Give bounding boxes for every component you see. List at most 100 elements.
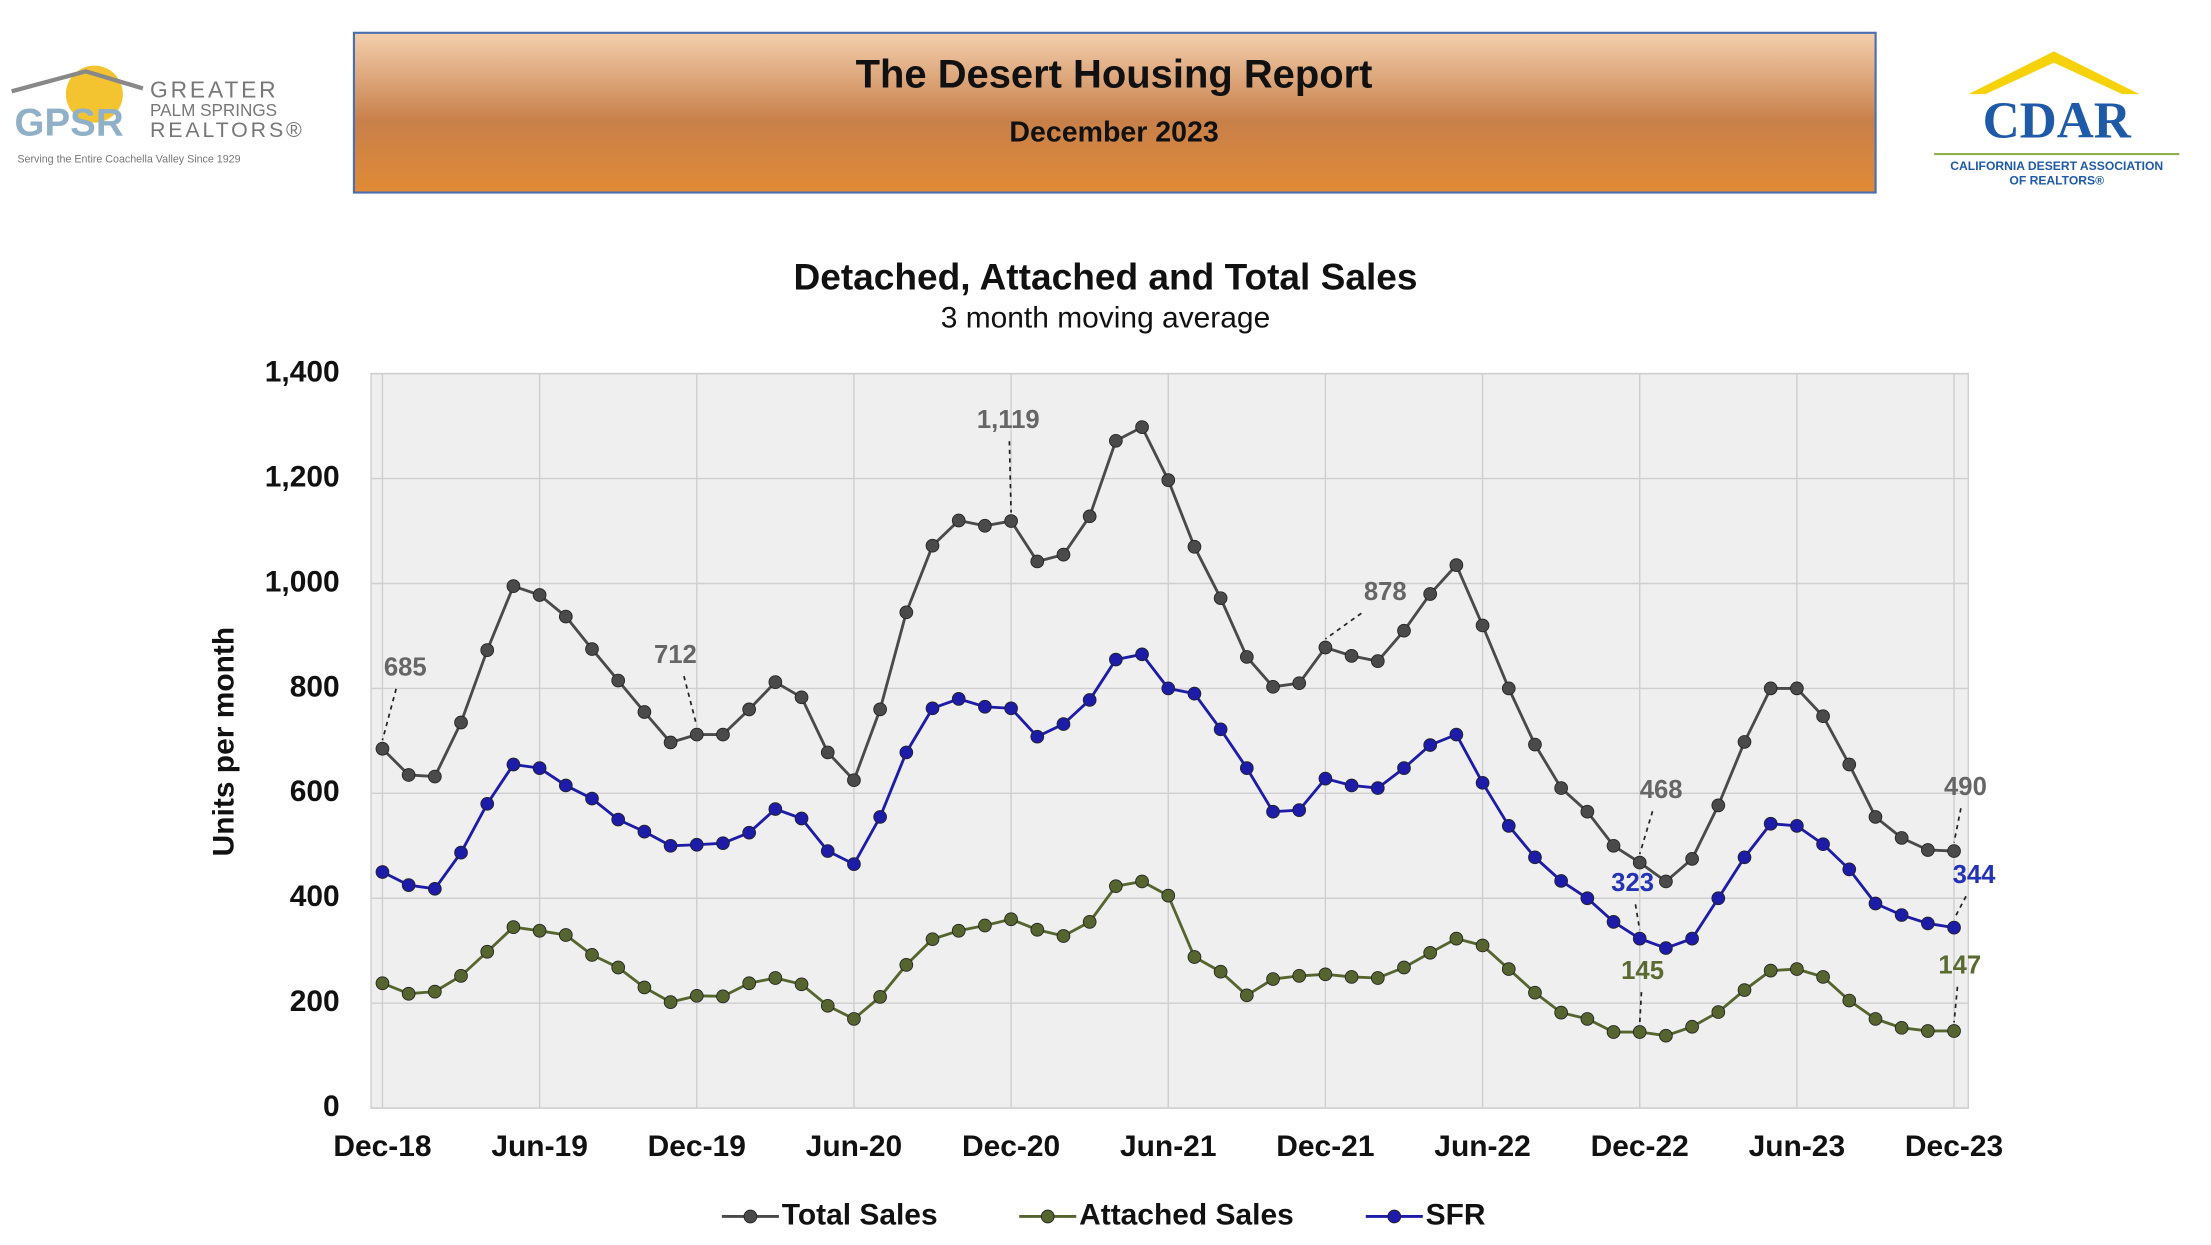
data-point — [1135, 647, 1149, 662]
data-point — [742, 976, 757, 991]
data-point — [401, 768, 416, 782]
data-point — [1842, 862, 1857, 877]
data-point — [1790, 681, 1804, 696]
series-layer — [375, 420, 1961, 1043]
data-point — [506, 579, 521, 593]
data-point — [1475, 775, 1490, 790]
data-point — [1318, 967, 1333, 982]
data-point — [978, 699, 992, 714]
data-point — [1501, 819, 1516, 833]
data-point — [873, 990, 887, 1004]
x-tick-label: Jun-20 — [806, 1130, 902, 1163]
data-point — [1161, 681, 1176, 696]
data-point — [1370, 654, 1385, 668]
data-point — [1239, 650, 1254, 664]
data-point — [1135, 874, 1149, 889]
data-point — [558, 609, 573, 624]
data-point — [663, 995, 678, 1009]
data-point — [1868, 896, 1883, 911]
data-point — [454, 715, 468, 730]
chart-subtitle: 3 month moving average — [941, 301, 1271, 334]
data-point — [1528, 850, 1542, 865]
data-point — [1606, 838, 1621, 853]
data-point — [1423, 738, 1438, 752]
data-point — [611, 812, 626, 827]
data-point — [663, 735, 678, 750]
data-point — [1947, 1024, 1961, 1038]
data-label: 145 — [1621, 957, 1664, 985]
label-leader — [1638, 992, 1643, 1024]
logo-line: CALIFORNIA DESERT ASSOCIATION — [1950, 159, 2163, 173]
data-point — [689, 727, 704, 742]
data-point — [1632, 855, 1647, 870]
data-point — [1239, 761, 1254, 775]
data-point — [1370, 781, 1385, 795]
data-point — [480, 643, 495, 657]
logo-line: REALTORS® — [150, 118, 305, 142]
data-point — [1109, 879, 1123, 894]
label-layer: 685 712 1,119 878 468 490 145 147 323 344 — [381, 406, 1996, 1024]
x-tick-label: Jun-21 — [1120, 1130, 1217, 1163]
data-point — [820, 998, 835, 1013]
data-point — [951, 513, 966, 528]
y-tick-label: 1,000 — [265, 565, 340, 598]
banner — [352, 31, 1877, 194]
data-point — [1868, 1012, 1883, 1026]
data-point — [663, 838, 678, 853]
grid: 0 200 400 600 800 1,000 1,200 1,400 Dec-18 Jun-19… — [265, 356, 2003, 1163]
y-tick-label: 800 — [290, 670, 340, 703]
label-leader — [1953, 986, 1959, 1023]
data-point — [637, 705, 652, 719]
data-point — [1632, 931, 1647, 946]
data-point — [689, 988, 704, 1003]
data-label: 712 — [654, 641, 697, 669]
logo-mark: CDAR — [1983, 92, 2132, 149]
label-leader — [1638, 810, 1654, 855]
data-point — [585, 791, 599, 806]
data-point — [1501, 681, 1516, 696]
x-tick-label: Dec-21 — [1276, 1130, 1374, 1163]
data-point — [978, 918, 992, 933]
legend-label: Total Sales — [782, 1198, 938, 1231]
data-point — [1554, 781, 1568, 795]
data-point — [978, 518, 992, 533]
data-point — [899, 958, 914, 972]
data-point — [873, 810, 887, 824]
data-point — [1580, 1012, 1595, 1026]
data-point — [716, 727, 730, 742]
x-tick-label: Dec-20 — [962, 1130, 1060, 1163]
data-point — [1711, 891, 1726, 906]
data-point — [454, 845, 468, 860]
data-point — [1423, 587, 1438, 601]
data-point — [1711, 798, 1726, 813]
data-point — [1580, 804, 1595, 819]
data-point — [1030, 922, 1045, 937]
data-point — [1501, 962, 1516, 976]
data-point — [1606, 1025, 1621, 1039]
data-point — [375, 865, 390, 879]
data-point — [768, 802, 783, 816]
data-point — [1763, 963, 1778, 978]
data-point — [768, 971, 783, 985]
data-point — [1318, 771, 1333, 786]
label-leader — [683, 675, 698, 727]
data-point — [1685, 852, 1699, 866]
data-point — [1344, 970, 1359, 984]
data-point — [1266, 972, 1280, 986]
data-point — [506, 920, 521, 934]
x-tick-label: Dec-23 — [1905, 1130, 2003, 1163]
y-tick-label: 200 — [290, 985, 340, 1018]
data-point — [401, 986, 416, 1001]
data-point — [1161, 473, 1176, 487]
data-point — [1763, 681, 1778, 696]
data-point — [1554, 874, 1568, 888]
data-point — [427, 881, 442, 896]
data-point — [1763, 816, 1778, 831]
data-point — [1423, 945, 1438, 960]
y-tick-label: 1,200 — [265, 460, 340, 493]
data-point — [1868, 810, 1883, 824]
data-point — [1449, 727, 1464, 742]
data-point — [1816, 970, 1830, 984]
logo-line: PALM SPRINGS — [150, 101, 277, 120]
data-point — [375, 741, 390, 756]
